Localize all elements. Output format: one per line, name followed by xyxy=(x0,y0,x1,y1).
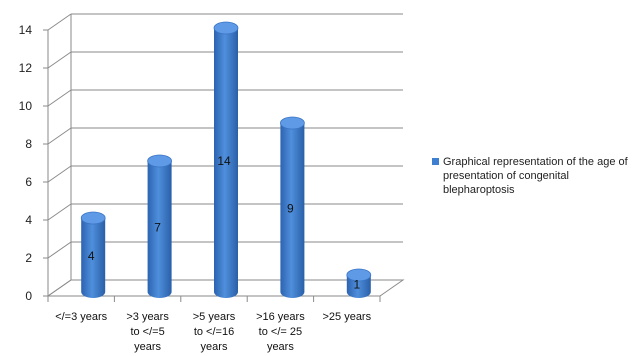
gridline-connector xyxy=(47,13,72,31)
data-label: 14 xyxy=(217,154,231,168)
x-category-label: </=3 years xyxy=(55,311,107,323)
data-label: 7 xyxy=(154,221,161,235)
x-category-label: years xyxy=(134,341,161,353)
bar-body xyxy=(81,218,106,298)
y-tick-label: 8 xyxy=(25,137,32,151)
x-category-label: >5 years xyxy=(193,311,236,323)
bar-top xyxy=(279,116,305,130)
x-axis-categories: </=3 years >3 years to </=5 years >5 years to… xyxy=(47,296,381,353)
y-tick-label: 6 xyxy=(25,175,32,189)
gridline-connector xyxy=(47,89,72,107)
bar-5: 1 xyxy=(346,268,372,298)
bars: 4 7 14 9 1 xyxy=(80,21,372,298)
x-category-label: to </=16 xyxy=(194,326,234,338)
bar-2: 7 xyxy=(147,154,173,298)
bar-3: 14 xyxy=(213,21,239,298)
bar-top xyxy=(346,268,372,282)
data-label: 4 xyxy=(88,249,95,263)
bar-4: 9 xyxy=(279,116,305,298)
bar-top xyxy=(147,154,173,168)
y-tick-label: 12 xyxy=(19,61,33,75)
chart-floor xyxy=(46,279,405,297)
y-tick-label: 0 xyxy=(25,289,32,303)
bar-body xyxy=(280,123,305,298)
gridline-connector xyxy=(47,165,72,183)
gridline-connector xyxy=(47,127,72,145)
gridline-connector xyxy=(47,51,72,69)
y-tick-label: 10 xyxy=(19,99,33,113)
legend-swatch xyxy=(432,158,439,165)
y-tick-label: 4 xyxy=(25,213,32,227)
legend: Graphical representation of the age of p… xyxy=(432,155,632,197)
gridline-connector xyxy=(47,241,72,259)
data-label: 9 xyxy=(287,202,294,216)
legend-label: Graphical representation of the age of p… xyxy=(443,156,628,196)
bar-top xyxy=(213,21,239,35)
y-axis-ticks: 0 2 4 6 8 10 12 14 xyxy=(19,23,48,303)
x-category-label: to </= 25 xyxy=(259,326,302,338)
bar-1: 4 xyxy=(80,211,106,298)
x-category-label: years xyxy=(201,341,228,353)
y-tick-label: 2 xyxy=(25,251,32,265)
x-category-label: >25 years xyxy=(322,311,371,323)
bar-top xyxy=(80,211,106,225)
bar-body xyxy=(214,28,238,298)
chart-axes xyxy=(46,30,405,297)
x-category-label: >16 years xyxy=(256,311,305,323)
gridline-connector xyxy=(47,203,72,221)
x-category-label: years xyxy=(267,341,294,353)
y-tick-label: 14 xyxy=(19,23,33,37)
bar-body xyxy=(346,275,371,298)
x-category-label: >3 years xyxy=(126,311,169,323)
data-label: 1 xyxy=(353,278,360,292)
bar-body xyxy=(147,161,172,298)
x-category-label: to </=5 xyxy=(130,326,164,338)
